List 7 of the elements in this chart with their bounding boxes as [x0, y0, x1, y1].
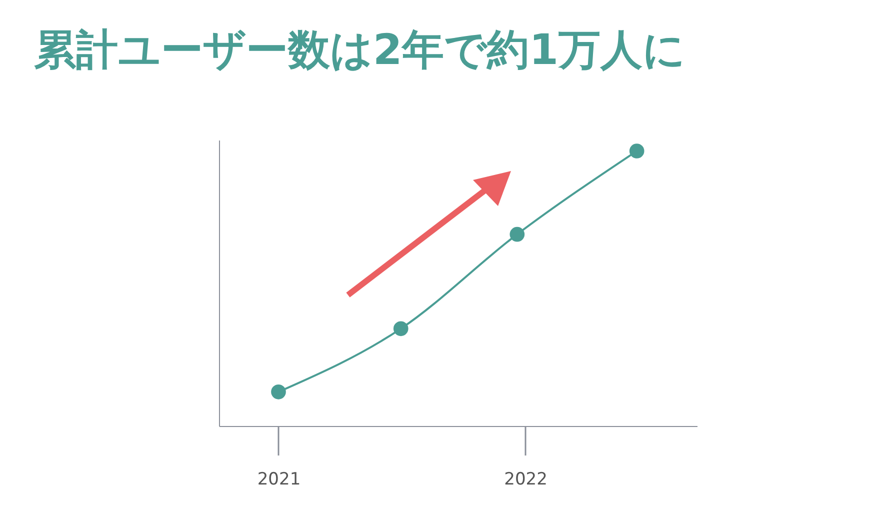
point	[510, 226, 525, 242]
point	[629, 144, 644, 158]
x-tick-label: 2022	[504, 470, 548, 490]
point	[271, 384, 286, 400]
point	[393, 321, 408, 336]
chart-title: 累計ユーザー数は2年で約1万人に	[34, 24, 686, 76]
x-tick-label: 2021	[257, 470, 301, 490]
